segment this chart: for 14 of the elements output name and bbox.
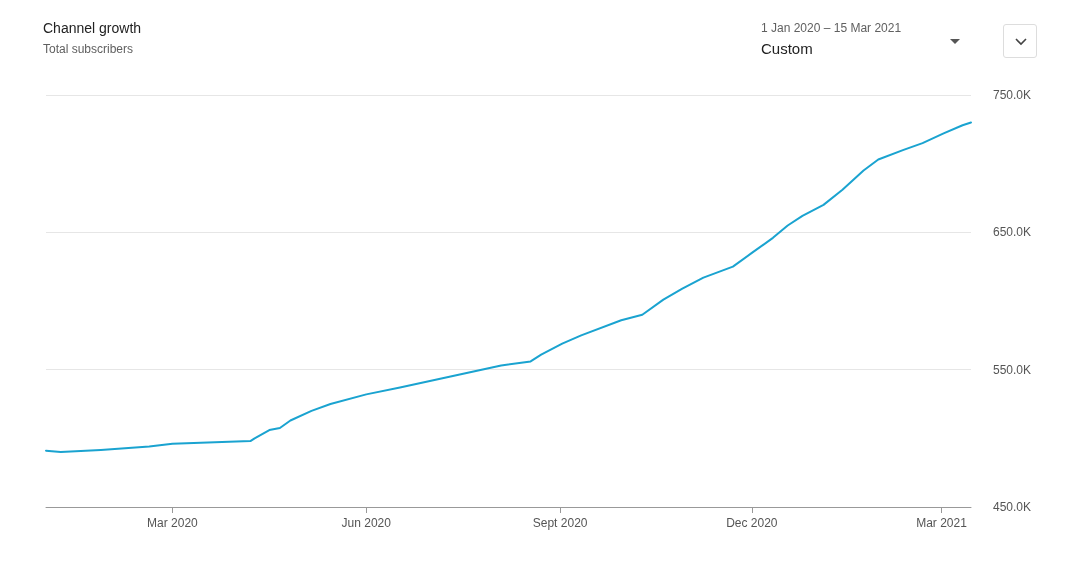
x-tick-label: Dec 2020 (726, 516, 778, 530)
y-tick-label: 750.0K (993, 88, 1032, 102)
x-tick-label: Jun 2020 (341, 516, 392, 530)
text: Custom (761, 40, 813, 57)
text: 1 Jan 2020 – 15 Mar 2021 (761, 21, 902, 35)
chart-title: Channel growth (43, 20, 142, 36)
y-tick-label: 450.0K (993, 500, 1032, 514)
chart-subtitle: Total subscribers (43, 42, 134, 56)
line-series (45, 121, 972, 454)
x-tick-label: Sept 2020 (532, 516, 588, 530)
y-tick-label: 650.0K (993, 225, 1032, 240)
x-tick-label: Mar 2021 (916, 516, 968, 530)
x-tick-label: Mar 2020 (147, 516, 199, 530)
y-tick-label: 550.0K (993, 362, 1032, 377)
